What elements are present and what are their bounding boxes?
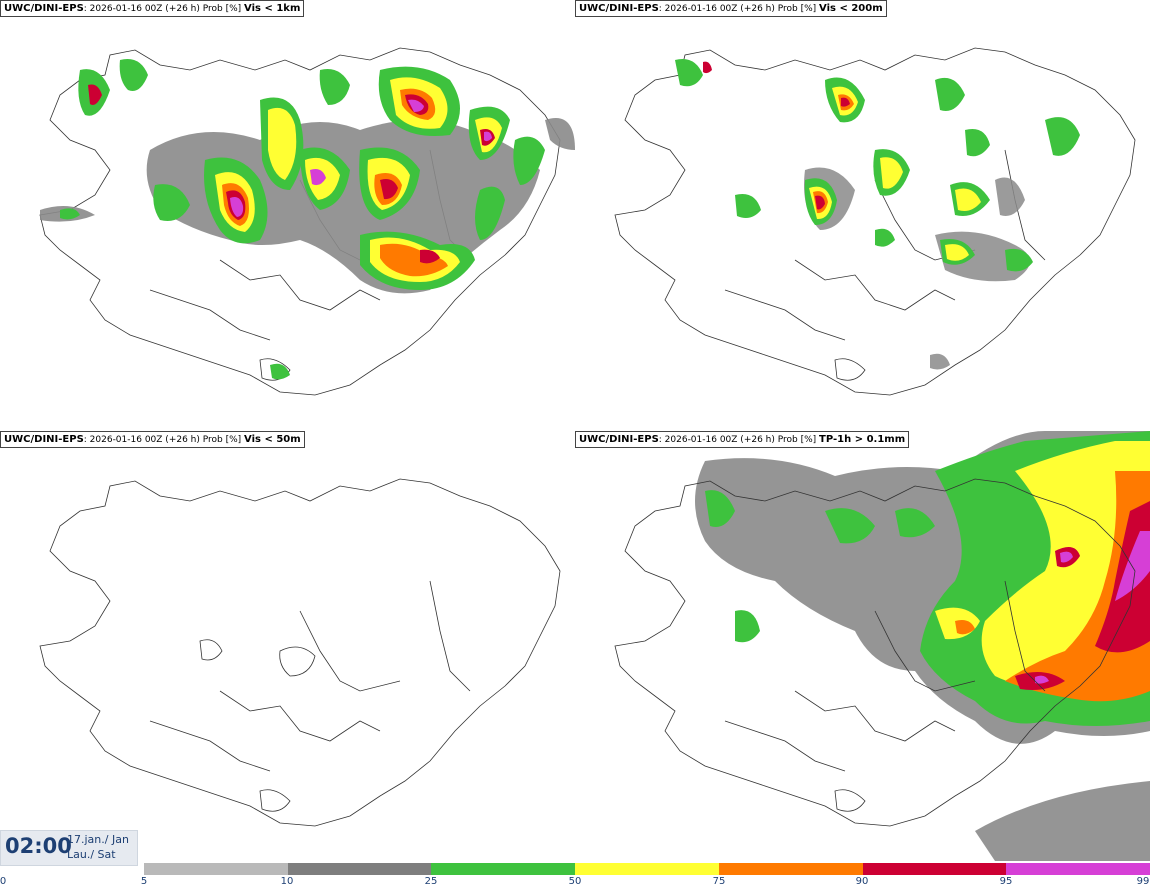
map-panel-vis-1km: UWC/DINI-EPS: 2026-01-16 00Z (+26 h) Pro… <box>0 0 575 430</box>
forecast-time-box: 02:00 17.jan./ Jan Lau./ Sat <box>0 830 138 866</box>
colorbar-segment <box>287 863 432 875</box>
colorbar-tick-label: 0 <box>0 876 7 887</box>
colorbar-tick-label: 95 <box>999 876 1013 887</box>
panel-title: UWC/DINI-EPS: 2026-01-16 00Z (+26 h) Pro… <box>575 431 910 448</box>
colorbar-tick-label: 25 <box>424 876 438 887</box>
forecast-day: Lau./ Sat <box>67 848 116 861</box>
colorbar-tick-label: 99 <box>1136 876 1150 887</box>
iceland-map <box>39 478 561 827</box>
map-panel-tp-1h: UWC/DINI-EPS: 2026-01-16 00Z (+26 h) Pro… <box>575 431 1150 861</box>
colorbar-segment <box>144 863 288 875</box>
colorbar-tick-label: 75 <box>712 876 726 887</box>
colorbar-tick-label: 5 <box>140 876 148 887</box>
colorbar-segment <box>862 863 1007 875</box>
colorbar-tick-label: 10 <box>280 876 294 887</box>
iceland-map <box>614 431 1150 861</box>
colorbar-ticks: 0 5 10 25 50 75 90 95 99 <box>0 876 1150 891</box>
colorbar-segment <box>575 863 719 875</box>
forecast-hour: 02:00 <box>5 834 72 858</box>
forecast-date: 17.jan./ Jan <box>67 833 129 846</box>
probability-colorbar <box>144 863 1150 875</box>
panel-title: UWC/DINI-EPS: 2026-01-16 00Z (+26 h) Pro… <box>0 0 305 17</box>
colorbar-segment <box>718 863 863 875</box>
panel-title: UWC/DINI-EPS: 2026-01-16 00Z (+26 h) Pro… <box>575 0 887 17</box>
map-panel-vis-50m: UWC/DINI-EPS: 2026-01-16 00Z (+26 h) Pro… <box>0 431 575 861</box>
colorbar-segment <box>431 863 576 875</box>
panel-title: UWC/DINI-EPS: 2026-01-16 00Z (+26 h) Pro… <box>0 431 305 448</box>
colorbar-tick-label: 50 <box>568 876 582 887</box>
colorbar-tick-label: 90 <box>855 876 869 887</box>
iceland-map <box>614 47 1136 396</box>
colorbar-segment <box>1006 863 1150 875</box>
iceland-map <box>39 47 575 396</box>
map-panel-vis-200m: UWC/DINI-EPS: 2026-01-16 00Z (+26 h) Pro… <box>575 0 1150 430</box>
